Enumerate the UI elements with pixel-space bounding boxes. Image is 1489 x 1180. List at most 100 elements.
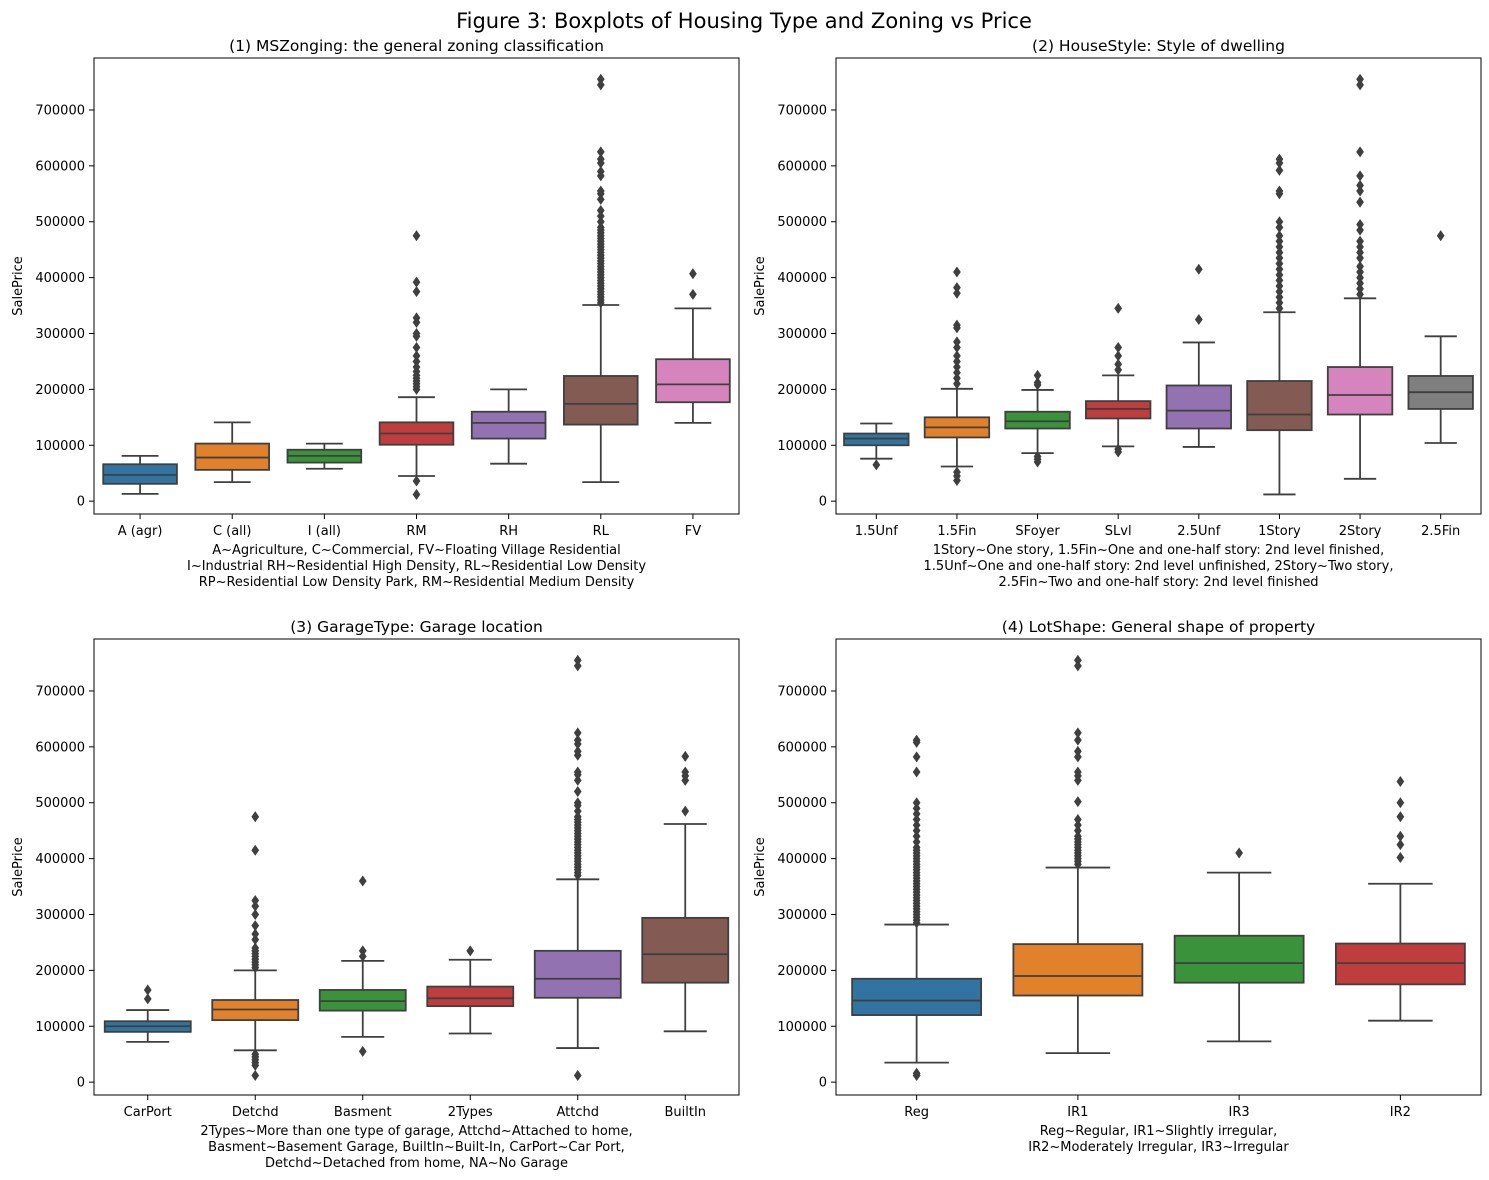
outlier-point <box>1275 153 1284 165</box>
x-tick-label: RM <box>406 524 426 539</box>
box-body <box>1165 384 1232 430</box>
outlier-point <box>1275 221 1284 233</box>
outlier-point <box>912 766 921 778</box>
box-1.5Fin <box>923 266 991 486</box>
outlier-point <box>681 766 690 778</box>
outlier-point <box>358 945 367 957</box>
x-tick-label: BuiltIn <box>664 1105 706 1120</box>
outlier-point <box>251 844 260 856</box>
outlier-point <box>596 185 605 197</box>
outlier-point <box>912 797 921 809</box>
outlier-point <box>912 751 921 763</box>
y-tick-label: 100000 <box>35 1020 85 1035</box>
outlier-point <box>1114 302 1123 314</box>
box-BuiltIn <box>641 750 730 1033</box>
outlier-point <box>1033 369 1042 381</box>
outlier-point <box>1074 727 1082 739</box>
y-tick-label: 500000 <box>777 215 827 230</box>
box-CarPort <box>103 984 192 1043</box>
outlier-point <box>251 811 260 823</box>
outlier-point <box>1396 839 1405 851</box>
x-tick-label: IR3 <box>1229 1105 1250 1120</box>
outlier-point <box>251 895 260 907</box>
x-tick-label: SFoyer <box>1015 524 1060 539</box>
outlier-point <box>1074 825 1082 837</box>
y-tick-label: 300000 <box>777 327 827 342</box>
box-2.5Unf <box>1165 263 1232 448</box>
x-axis-label-line: I~Industrial RH~Residential High Density… <box>187 559 646 574</box>
outlier-point <box>573 811 582 823</box>
outlier-point <box>596 221 605 233</box>
outlier-point <box>1074 813 1082 826</box>
outlier-point <box>1194 314 1203 326</box>
outlier-point <box>1356 246 1364 258</box>
outlier-point <box>143 984 152 996</box>
y-tick-label: 700000 <box>35 103 85 118</box>
outlier-point <box>1396 851 1405 864</box>
box-body <box>1173 934 1305 984</box>
outlier-point <box>953 466 961 478</box>
panel-4: (4) LotShape: General shape of property 0… <box>753 618 1482 1155</box>
outlier-point <box>596 146 605 158</box>
outlier-point <box>1396 797 1405 809</box>
outlier-point <box>953 367 961 379</box>
box-Reg <box>851 734 983 1081</box>
outlier-point <box>596 193 605 205</box>
outlier-point <box>912 734 921 746</box>
outlier-point <box>573 797 582 809</box>
outlier-point <box>953 266 961 278</box>
plot-frame <box>93 57 740 515</box>
outlier-point <box>596 165 605 177</box>
x-tick-label: Basment <box>334 1105 392 1120</box>
plot-frame <box>835 57 1482 515</box>
outlier-point <box>912 841 921 853</box>
outlier-point <box>1235 847 1243 859</box>
outlier-point <box>1114 358 1123 370</box>
outlier-point <box>1074 819 1082 831</box>
outlier-point <box>953 378 961 390</box>
x-tick-label: 1Story <box>1258 524 1301 539</box>
outlier-point <box>596 73 605 85</box>
plot-frame <box>93 638 740 1096</box>
box-body <box>470 410 547 440</box>
box-IR3 <box>1173 847 1305 1043</box>
outlier-point <box>1356 179 1364 191</box>
outlier-point <box>251 920 260 932</box>
outlier-point <box>1356 277 1364 289</box>
y-axis-label: SalePrice <box>11 837 26 897</box>
outlier-point <box>1275 291 1284 303</box>
outlier-point <box>596 210 605 222</box>
y-tick-label: 200000 <box>777 383 827 398</box>
outlier-point <box>953 355 961 367</box>
y-axis-label: SalePrice <box>753 256 768 316</box>
outlier-point <box>681 805 690 817</box>
outlier-point <box>1275 230 1284 242</box>
outlier-point <box>1275 235 1284 247</box>
outlier-point <box>596 153 605 165</box>
outlier-point <box>412 276 421 288</box>
panel-title: (2) HouseStyle: Style of dwelling <box>1032 37 1285 55</box>
outlier-point <box>1194 263 1203 275</box>
x-tick-label: A (agr) <box>118 524 163 539</box>
x-tick-label: 2.5Unf <box>1177 524 1220 539</box>
y-tick-label: 700000 <box>777 684 827 699</box>
outlier-point <box>1275 216 1284 228</box>
box-A (agr) <box>102 454 178 495</box>
outlier-point <box>953 319 961 331</box>
outlier-point <box>1275 185 1284 197</box>
outlier-point <box>1074 830 1082 842</box>
outlier-point <box>143 993 152 1005</box>
outlier-point <box>1356 219 1364 231</box>
outlier-point <box>1074 660 1082 672</box>
outlier-point <box>953 336 961 348</box>
box-2Types <box>426 945 515 1035</box>
outlier-point <box>1356 73 1364 85</box>
outlier-point <box>1356 224 1364 236</box>
x-tick-label: Reg <box>904 1105 929 1120</box>
outlier-point <box>1356 260 1364 272</box>
y-tick-label: 400000 <box>777 271 827 286</box>
outlier-point <box>1356 252 1364 264</box>
outlier-point <box>251 908 260 921</box>
y-tick-label: 500000 <box>35 796 85 811</box>
outlier-point <box>1114 341 1123 353</box>
